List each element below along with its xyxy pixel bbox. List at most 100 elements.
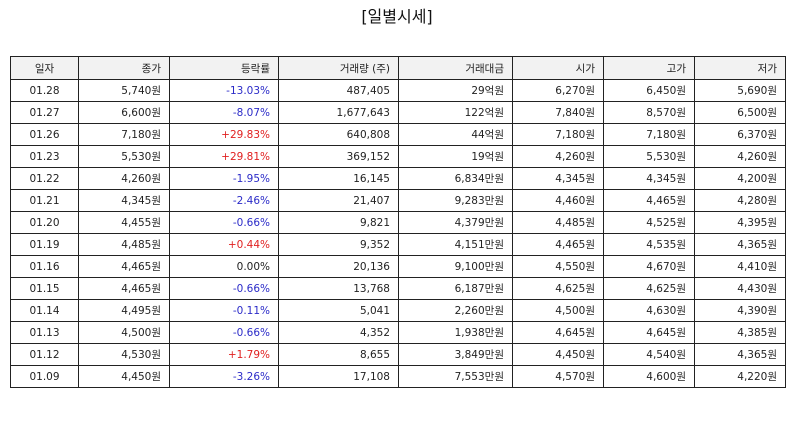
- page-title: [일별시세]: [361, 7, 433, 26]
- cell-high: 4,345원: [603, 167, 695, 190]
- table-row: 01.21 4,345원 -2.46% 21,407 9,283만원 4,460원 4,46…: [10, 189, 786, 212]
- cell-open: 4,260원: [512, 145, 604, 168]
- cell-open: 4,500원: [512, 299, 604, 322]
- cell-low: 4,260원: [694, 145, 786, 168]
- header-low: 저가: [694, 56, 786, 80]
- cell-volume: 487,405: [278, 79, 399, 102]
- table-row: 01.20 4,455원 -0.66% 9,821 4,379만원 4,485원 4,525…: [10, 211, 786, 234]
- cell-low: 4,430원: [694, 277, 786, 300]
- cell-low: 4,390원: [694, 299, 786, 322]
- cell-high: 4,630원: [603, 299, 695, 322]
- cell-open: 6,270원: [512, 79, 604, 102]
- header-volume: 거래량 (주): [278, 56, 399, 80]
- table-header-row: 일자 종가 등락률 거래량 (주) 거래대금 시가 고가 저가: [10, 56, 786, 80]
- cell-low: 4,385원: [694, 321, 786, 344]
- cell-amount: 2,260만원: [398, 299, 513, 322]
- cell-date: 01.28: [10, 79, 79, 102]
- cell-date: 01.26: [10, 123, 79, 146]
- cell-amount: 4,151만원: [398, 233, 513, 256]
- cell-high: 6,450원: [603, 79, 695, 102]
- cell-amount: 1,938만원: [398, 321, 513, 344]
- cell-open: 7,180원: [512, 123, 604, 146]
- header-change: 등락률: [169, 56, 279, 80]
- cell-amount: 29억원: [398, 79, 513, 102]
- cell-amount: 19억원: [398, 145, 513, 168]
- cell-close: 4,485원: [78, 233, 170, 256]
- cell-close: 4,345원: [78, 189, 170, 212]
- table-row: 01.27 6,600원 -8.07% 1,677,643 122억원 7,840원 8,5…: [10, 101, 786, 124]
- cell-open: 4,345원: [512, 167, 604, 190]
- table-row: 01.13 4,500원 -0.66% 4,352 1,938만원 4,645원 4,645…: [10, 321, 786, 344]
- cell-date: 01.14: [10, 299, 79, 322]
- cell-amount: 3,849만원: [398, 343, 513, 366]
- header-close: 종가: [78, 56, 170, 80]
- cell-volume: 9,352: [278, 233, 399, 256]
- cell-open: 7,840원: [512, 101, 604, 124]
- cell-high: 4,525원: [603, 211, 695, 234]
- cell-low: 4,365원: [694, 233, 786, 256]
- cell-high: 8,570원: [603, 101, 695, 124]
- cell-date: 01.09: [10, 365, 79, 388]
- cell-date: 01.21: [10, 189, 79, 212]
- cell-close: 4,530원: [78, 343, 170, 366]
- cell-open: 4,550원: [512, 255, 604, 278]
- cell-open: 4,450원: [512, 343, 604, 366]
- cell-open: 4,645원: [512, 321, 604, 344]
- table-body: 01.28 5,740원 -13.03% 487,405 29억원 6,270원 6,450…: [10, 79, 786, 388]
- cell-amount: 7,553만원: [398, 365, 513, 388]
- cell-volume: 9,821: [278, 211, 399, 234]
- cell-change: -0.66%: [169, 211, 279, 234]
- cell-date: 01.15: [10, 277, 79, 300]
- cell-volume: 1,677,643: [278, 101, 399, 124]
- cell-close: 5,530원: [78, 145, 170, 168]
- cell-amount: 9,100만원: [398, 255, 513, 278]
- table-row: 01.12 4,530원 +1.79% 8,655 3,849만원 4,450원 4,540…: [10, 343, 786, 366]
- cell-date: 01.16: [10, 255, 79, 278]
- cell-volume: 13,768: [278, 277, 399, 300]
- cell-change: -13.03%: [169, 79, 279, 102]
- cell-change: -0.11%: [169, 299, 279, 322]
- table-row: 01.26 7,180원 +29.83% 640,808 44억원 7,180원 7,180…: [10, 123, 786, 146]
- cell-date: 01.19: [10, 233, 79, 256]
- cell-high: 4,600원: [603, 365, 695, 388]
- cell-volume: 17,108: [278, 365, 399, 388]
- cell-high: 4,645원: [603, 321, 695, 344]
- cell-high: 7,180원: [603, 123, 695, 146]
- cell-high: 4,465원: [603, 189, 695, 212]
- cell-low: 4,200원: [694, 167, 786, 190]
- cell-change: +0.44%: [169, 233, 279, 256]
- cell-high: 4,540원: [603, 343, 695, 366]
- table-row: 01.15 4,465원 -0.66% 13,768 6,187만원 4,625원 4,62…: [10, 277, 786, 300]
- cell-date: 01.20: [10, 211, 79, 234]
- cell-date: 01.12: [10, 343, 79, 366]
- cell-close: 4,495원: [78, 299, 170, 322]
- cell-amount: 122억원: [398, 101, 513, 124]
- cell-high: 4,625원: [603, 277, 695, 300]
- cell-amount: 9,283만원: [398, 189, 513, 212]
- cell-low: 6,370원: [694, 123, 786, 146]
- cell-change: +29.83%: [169, 123, 279, 146]
- cell-change: -3.26%: [169, 365, 279, 388]
- cell-volume: 4,352: [278, 321, 399, 344]
- cell-volume: 640,808: [278, 123, 399, 146]
- cell-open: 4,625원: [512, 277, 604, 300]
- cell-change: -2.46%: [169, 189, 279, 212]
- cell-close: 4,260원: [78, 167, 170, 190]
- table-row: 01.14 4,495원 -0.11% 5,041 2,260만원 4,500원 4,630…: [10, 299, 786, 322]
- cell-close: 4,465원: [78, 277, 170, 300]
- cell-amount: 4,379만원: [398, 211, 513, 234]
- cell-close: 7,180원: [78, 123, 170, 146]
- cell-low: 4,220원: [694, 365, 786, 388]
- cell-open: 4,465원: [512, 233, 604, 256]
- cell-date: 01.22: [10, 167, 79, 190]
- cell-close: 4,455원: [78, 211, 170, 234]
- cell-date: 01.13: [10, 321, 79, 344]
- header-high: 고가: [603, 56, 695, 80]
- cell-change: -0.66%: [169, 277, 279, 300]
- cell-low: 4,410원: [694, 255, 786, 278]
- cell-close: 5,740원: [78, 79, 170, 102]
- cell-low: 5,690원: [694, 79, 786, 102]
- cell-close: 6,600원: [78, 101, 170, 124]
- cell-close: 4,450원: [78, 365, 170, 388]
- table-row: 01.23 5,530원 +29.81% 369,152 19억원 4,260원 5,530…: [10, 145, 786, 168]
